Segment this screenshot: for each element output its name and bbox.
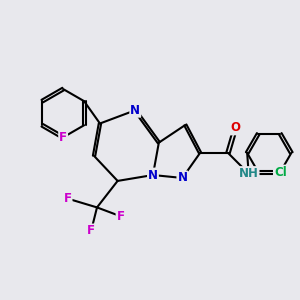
Text: N: N [148, 169, 158, 182]
Text: Cl: Cl [274, 166, 287, 178]
Text: F: F [59, 131, 67, 144]
Text: NH: NH [239, 167, 259, 180]
Text: F: F [64, 192, 72, 205]
Text: N: N [177, 172, 188, 184]
Text: F: F [87, 224, 95, 238]
Text: N: N [130, 104, 140, 117]
Text: O: O [230, 122, 240, 134]
Text: F: F [117, 210, 124, 223]
